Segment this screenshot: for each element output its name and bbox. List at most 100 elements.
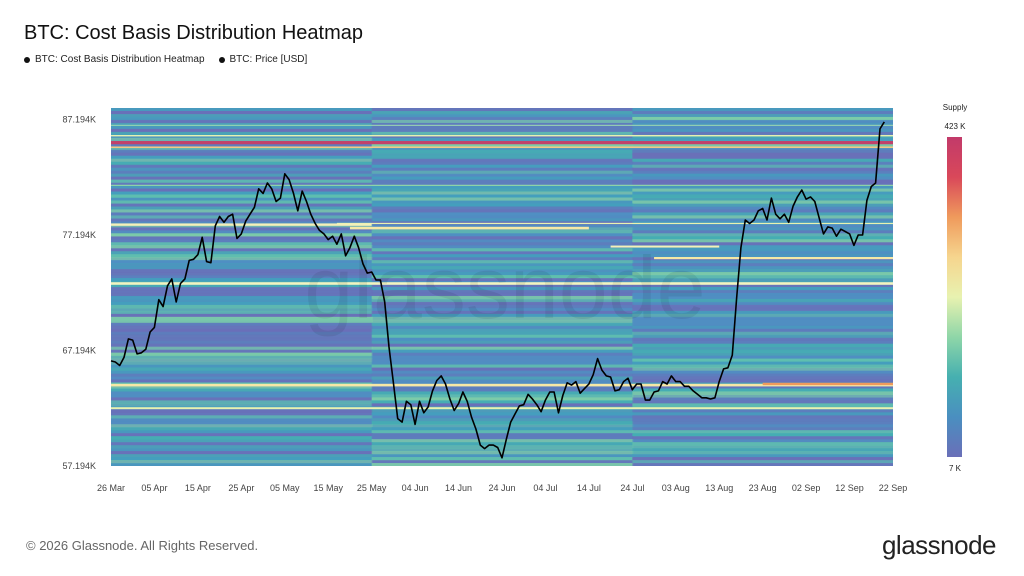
heatmap-cell <box>111 457 373 461</box>
x-tick-label: 22 Sep <box>879 483 908 493</box>
heatmap-cell <box>111 403 373 407</box>
heatmap-cell <box>632 424 893 428</box>
x-axis: 26 Mar 05 Apr 15 Apr 25 Apr 05 May 15 May 25 M… <box>97 483 907 493</box>
heatmap-cell <box>371 457 634 461</box>
heatmap-cell <box>111 328 373 333</box>
heatmap-cell <box>111 122 373 127</box>
heatmap-cell <box>632 415 893 419</box>
heatmap-cell <box>371 122 634 127</box>
heatmap-cell <box>371 257 634 261</box>
heatmap-cell <box>111 200 373 204</box>
heatmap-cell <box>111 287 373 291</box>
heatmap-cell <box>111 143 373 148</box>
heatmap-cell <box>371 269 634 273</box>
heatmap-cell <box>371 445 634 449</box>
heatmap-cell <box>371 158 634 163</box>
heatmap-cell <box>371 358 634 363</box>
heatmap-cell <box>632 460 893 464</box>
heatmap-cell <box>371 412 634 416</box>
heatmap-cell <box>632 316 893 321</box>
heatmap-cell <box>111 155 373 160</box>
heatmap-cell <box>371 278 634 282</box>
heatmap-cell <box>111 170 373 175</box>
heatmap-cell <box>632 173 893 178</box>
heatmap-cell <box>371 173 634 178</box>
heatmap-cell <box>632 412 893 416</box>
heatmap-cell <box>371 424 634 428</box>
heatmap-cell <box>371 248 634 252</box>
heatmap-cell <box>371 400 634 404</box>
heatmap-cell <box>632 128 893 133</box>
heatmap-cell <box>632 298 893 303</box>
heatmap-cell <box>111 224 373 228</box>
heatmap-cell <box>632 295 893 300</box>
x-tick-label: 12 Sep <box>835 483 864 493</box>
heatmap-cell <box>371 155 634 160</box>
x-tick-label: 14 Jun <box>445 483 472 493</box>
heatmap-cell <box>632 215 893 219</box>
heatmap-cell <box>371 397 634 401</box>
heatmap-cell <box>111 284 373 288</box>
legend-item-heatmap[interactable]: BTC: Cost Basis Distribution Heatmap <box>24 54 205 65</box>
heatmap-cell <box>632 251 893 255</box>
heatmap-cell <box>111 391 373 395</box>
heatmap-cell <box>371 119 634 124</box>
heatmap-cell <box>371 242 634 246</box>
heatmap-cell <box>371 319 634 324</box>
heatmap-cell <box>632 233 893 237</box>
heatmap-cell <box>371 254 634 258</box>
heatmap-cell <box>111 134 373 139</box>
heatmap-cell <box>371 388 634 392</box>
heatmap-cell <box>111 367 373 372</box>
legend-item-price[interactable]: BTC: Price [USD] <box>218 54 307 65</box>
heatmap-cell <box>111 113 373 118</box>
heatmap-cell <box>371 355 634 360</box>
heatmap-cell <box>111 409 373 413</box>
heatmap-band <box>654 256 893 260</box>
heatmap-cell <box>632 379 893 383</box>
heatmap-cell <box>371 331 634 336</box>
brand-logo: glassnode <box>881 530 997 560</box>
heatmap-cell <box>632 194 893 198</box>
heatmap-cell <box>632 248 893 252</box>
heatmap-cell <box>111 209 373 213</box>
heatmap-cell <box>111 221 373 225</box>
heatmap-cell <box>111 116 373 121</box>
y-tick-label: 57.194K <box>62 461 96 471</box>
heatmap-cell <box>371 430 634 434</box>
heatmap-cell <box>111 310 373 315</box>
heatmap-cell <box>371 125 634 130</box>
heatmap-cell <box>371 161 634 166</box>
heatmap-cell <box>111 364 373 369</box>
heatmap-cell <box>632 176 893 181</box>
heatmap-band <box>111 124 893 126</box>
heatmap-cell <box>111 322 373 327</box>
heatmap-cell <box>632 289 893 294</box>
heatmap-cell <box>371 295 634 300</box>
heatmap-cell <box>632 349 893 354</box>
heatmap-cell <box>111 266 373 270</box>
heatmap-cell <box>632 197 893 201</box>
heatmap-cell <box>632 131 893 136</box>
x-tick-label: 02 Sep <box>792 483 821 493</box>
chart-legend: BTC: Cost Basis Distribution Heatmap BTC… <box>24 54 307 65</box>
heatmap-cell <box>111 436 373 440</box>
heatmap-cell <box>371 284 634 288</box>
heatmap-cell <box>632 388 893 392</box>
heatmap-cell <box>111 179 373 184</box>
heatmap-cell <box>371 146 634 151</box>
heatmap-cell <box>632 433 893 437</box>
heatmap-cell <box>632 263 893 267</box>
heatmap-cell <box>111 110 373 115</box>
heatmap-cell <box>371 266 634 270</box>
heatmap-cell <box>111 131 373 136</box>
heatmap-cell <box>632 113 893 118</box>
heatmap-cell <box>371 385 634 389</box>
heatmap-cell <box>632 445 893 449</box>
heatmap-cell <box>371 176 634 181</box>
heatmap-cell <box>632 346 893 351</box>
heatmap-cell <box>632 358 893 363</box>
heatmap-cell <box>371 113 634 118</box>
x-tick-label: 26 Mar <box>97 483 125 493</box>
heatmap-cell <box>371 304 634 309</box>
